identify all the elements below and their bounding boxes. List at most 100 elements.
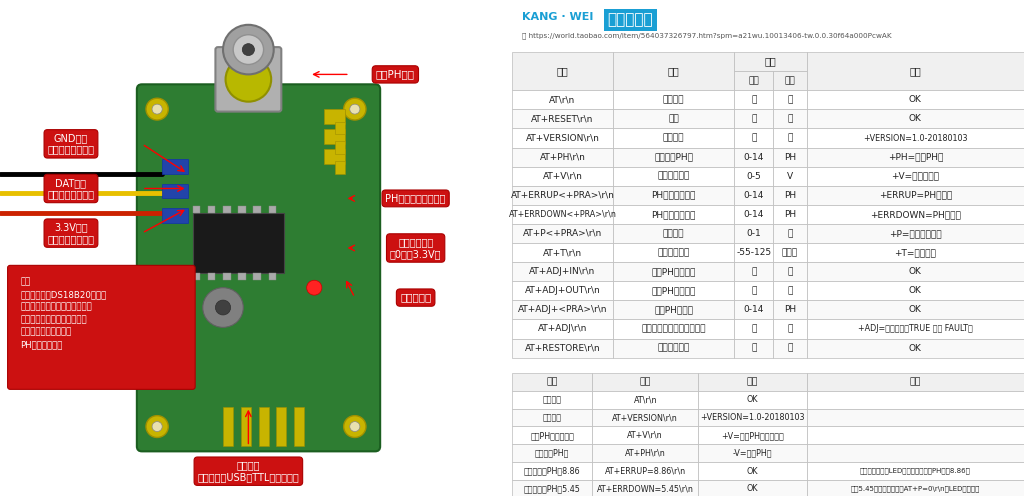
- Bar: [613, 224, 734, 243]
- Bar: [512, 148, 613, 167]
- Text: 摄氏度: 摄氏度: [782, 248, 798, 257]
- Bar: [734, 90, 773, 109]
- Text: GND连接
温度传感器黑色线: GND连接 温度传感器黑色线: [47, 133, 94, 155]
- Text: +ERRDOWN=PH低门限: +ERRDOWN=PH低门限: [870, 210, 961, 219]
- Bar: [613, 167, 734, 186]
- Bar: [512, 444, 592, 462]
- Bar: [613, 52, 734, 90]
- Text: 0-14: 0-14: [743, 306, 764, 314]
- Text: AT+V\r\n: AT+V\r\n: [543, 172, 583, 181]
- Bar: [807, 243, 1024, 262]
- Text: OK: OK: [746, 485, 758, 494]
- Text: +V=当前电压值: +V=当前电压值: [892, 172, 939, 181]
- Text: 得到当前电压: 得到当前电压: [657, 172, 690, 181]
- Bar: [807, 128, 1024, 147]
- Text: 连接PH电极: 连接PH电极: [376, 69, 415, 79]
- Text: PH: PH: [784, 306, 796, 314]
- Text: 设置PH校正值: 设置PH校正值: [654, 306, 693, 314]
- Text: 无: 无: [752, 133, 757, 142]
- Bar: [162, 184, 187, 198]
- Bar: [773, 300, 807, 319]
- Text: 测试指令: 测试指令: [663, 95, 684, 104]
- Bar: [294, 407, 304, 446]
- Bar: [162, 208, 187, 223]
- Text: AT+T\r\n: AT+T\r\n: [543, 248, 582, 257]
- Text: 发送: 发送: [639, 377, 651, 386]
- Text: 无: 无: [787, 324, 793, 333]
- Bar: [734, 71, 773, 90]
- Text: OK: OK: [746, 395, 758, 404]
- Text: 小于5.45时亮起（要改进AT+P=0\r\n到LED报警灯设: 小于5.45时亮起（要改进AT+P=0\r\n到LED报警灯设: [851, 486, 980, 492]
- Bar: [208, 273, 215, 280]
- Text: 版本读取: 版本读取: [663, 133, 684, 142]
- Text: OK: OK: [909, 95, 922, 104]
- Text: +PH=当前PH值: +PH=当前PH值: [888, 153, 943, 162]
- Bar: [773, 281, 807, 300]
- Circle shape: [215, 300, 230, 315]
- Text: 进入PH校正模式: 进入PH校正模式: [651, 267, 696, 276]
- Circle shape: [306, 280, 322, 295]
- Bar: [734, 148, 773, 167]
- Bar: [325, 109, 345, 124]
- Circle shape: [203, 288, 244, 327]
- Text: 无: 无: [752, 267, 757, 276]
- Text: 无: 无: [752, 95, 757, 104]
- Text: 读取当前PH值: 读取当前PH值: [535, 449, 569, 458]
- Bar: [773, 167, 807, 186]
- Circle shape: [146, 416, 168, 437]
- Text: 返回: 返回: [746, 377, 758, 386]
- Text: OK: OK: [909, 286, 922, 295]
- Bar: [208, 206, 215, 213]
- Bar: [613, 281, 734, 300]
- Bar: [335, 141, 345, 154]
- Text: 无: 无: [752, 324, 757, 333]
- Bar: [162, 159, 187, 174]
- Text: 此三条命令可将LED报警灯设置为当PH大于8.86或: 此三条命令可将LED报警灯设置为当PH大于8.86或: [860, 468, 971, 474]
- Bar: [512, 300, 613, 319]
- Text: 无: 无: [787, 115, 793, 124]
- Bar: [773, 262, 807, 281]
- Bar: [512, 224, 613, 243]
- Bar: [325, 129, 345, 144]
- Text: AT+ERRUP=8.86\r\n: AT+ERRUP=8.86\r\n: [604, 467, 686, 476]
- Bar: [773, 243, 807, 262]
- Bar: [193, 273, 201, 280]
- Bar: [807, 109, 1024, 128]
- Bar: [613, 300, 734, 319]
- Bar: [223, 206, 230, 213]
- Bar: [698, 444, 807, 462]
- Bar: [698, 480, 807, 496]
- Text: 无: 无: [787, 286, 793, 295]
- Bar: [193, 213, 284, 273]
- Bar: [734, 262, 773, 281]
- Text: AT+ADJ+IN\r\n: AT+ADJ+IN\r\n: [529, 267, 596, 276]
- Bar: [773, 186, 807, 205]
- Bar: [223, 407, 233, 446]
- Text: 单位: 单位: [784, 76, 796, 85]
- Bar: [773, 205, 807, 224]
- Text: AT\r\n: AT\r\n: [549, 95, 575, 104]
- Bar: [807, 444, 1024, 462]
- Text: PH过高报警设置: PH过高报警设置: [651, 191, 696, 200]
- Text: AT+ERRDOWN=5.45\r\n: AT+ERRDOWN=5.45\r\n: [597, 485, 693, 494]
- Text: AT+ADJ+OUT\r\n: AT+ADJ+OUT\r\n: [524, 286, 600, 295]
- Bar: [698, 373, 807, 391]
- Circle shape: [344, 416, 366, 437]
- Bar: [613, 90, 734, 109]
- Bar: [512, 128, 613, 147]
- Bar: [512, 427, 592, 444]
- Text: 通信测试: 通信测试: [543, 395, 561, 404]
- Bar: [698, 391, 807, 409]
- Bar: [325, 149, 345, 164]
- Bar: [239, 206, 246, 213]
- Text: +VERSION=1.0-20180103: +VERSION=1.0-20180103: [863, 133, 968, 142]
- Bar: [512, 205, 613, 224]
- Text: 无: 无: [752, 286, 757, 295]
- Bar: [807, 427, 1024, 444]
- Bar: [592, 373, 698, 391]
- Bar: [592, 391, 698, 409]
- Text: 0-5: 0-5: [746, 172, 761, 181]
- Text: 无: 无: [787, 344, 793, 353]
- Circle shape: [350, 422, 359, 432]
- Circle shape: [233, 35, 263, 64]
